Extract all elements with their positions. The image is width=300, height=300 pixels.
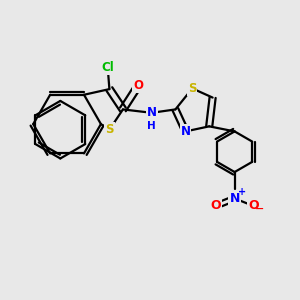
Text: S: S bbox=[105, 123, 114, 136]
Text: +: + bbox=[238, 187, 246, 197]
Text: O: O bbox=[133, 79, 143, 92]
Text: N: N bbox=[147, 106, 157, 119]
Text: −: − bbox=[255, 204, 265, 214]
Text: O: O bbox=[211, 200, 221, 212]
Text: H: H bbox=[147, 121, 156, 131]
Text: O: O bbox=[248, 200, 259, 212]
Text: N: N bbox=[181, 125, 190, 138]
Text: S: S bbox=[188, 82, 196, 95]
Text: Cl: Cl bbox=[101, 61, 114, 74]
Text: N: N bbox=[230, 192, 240, 205]
